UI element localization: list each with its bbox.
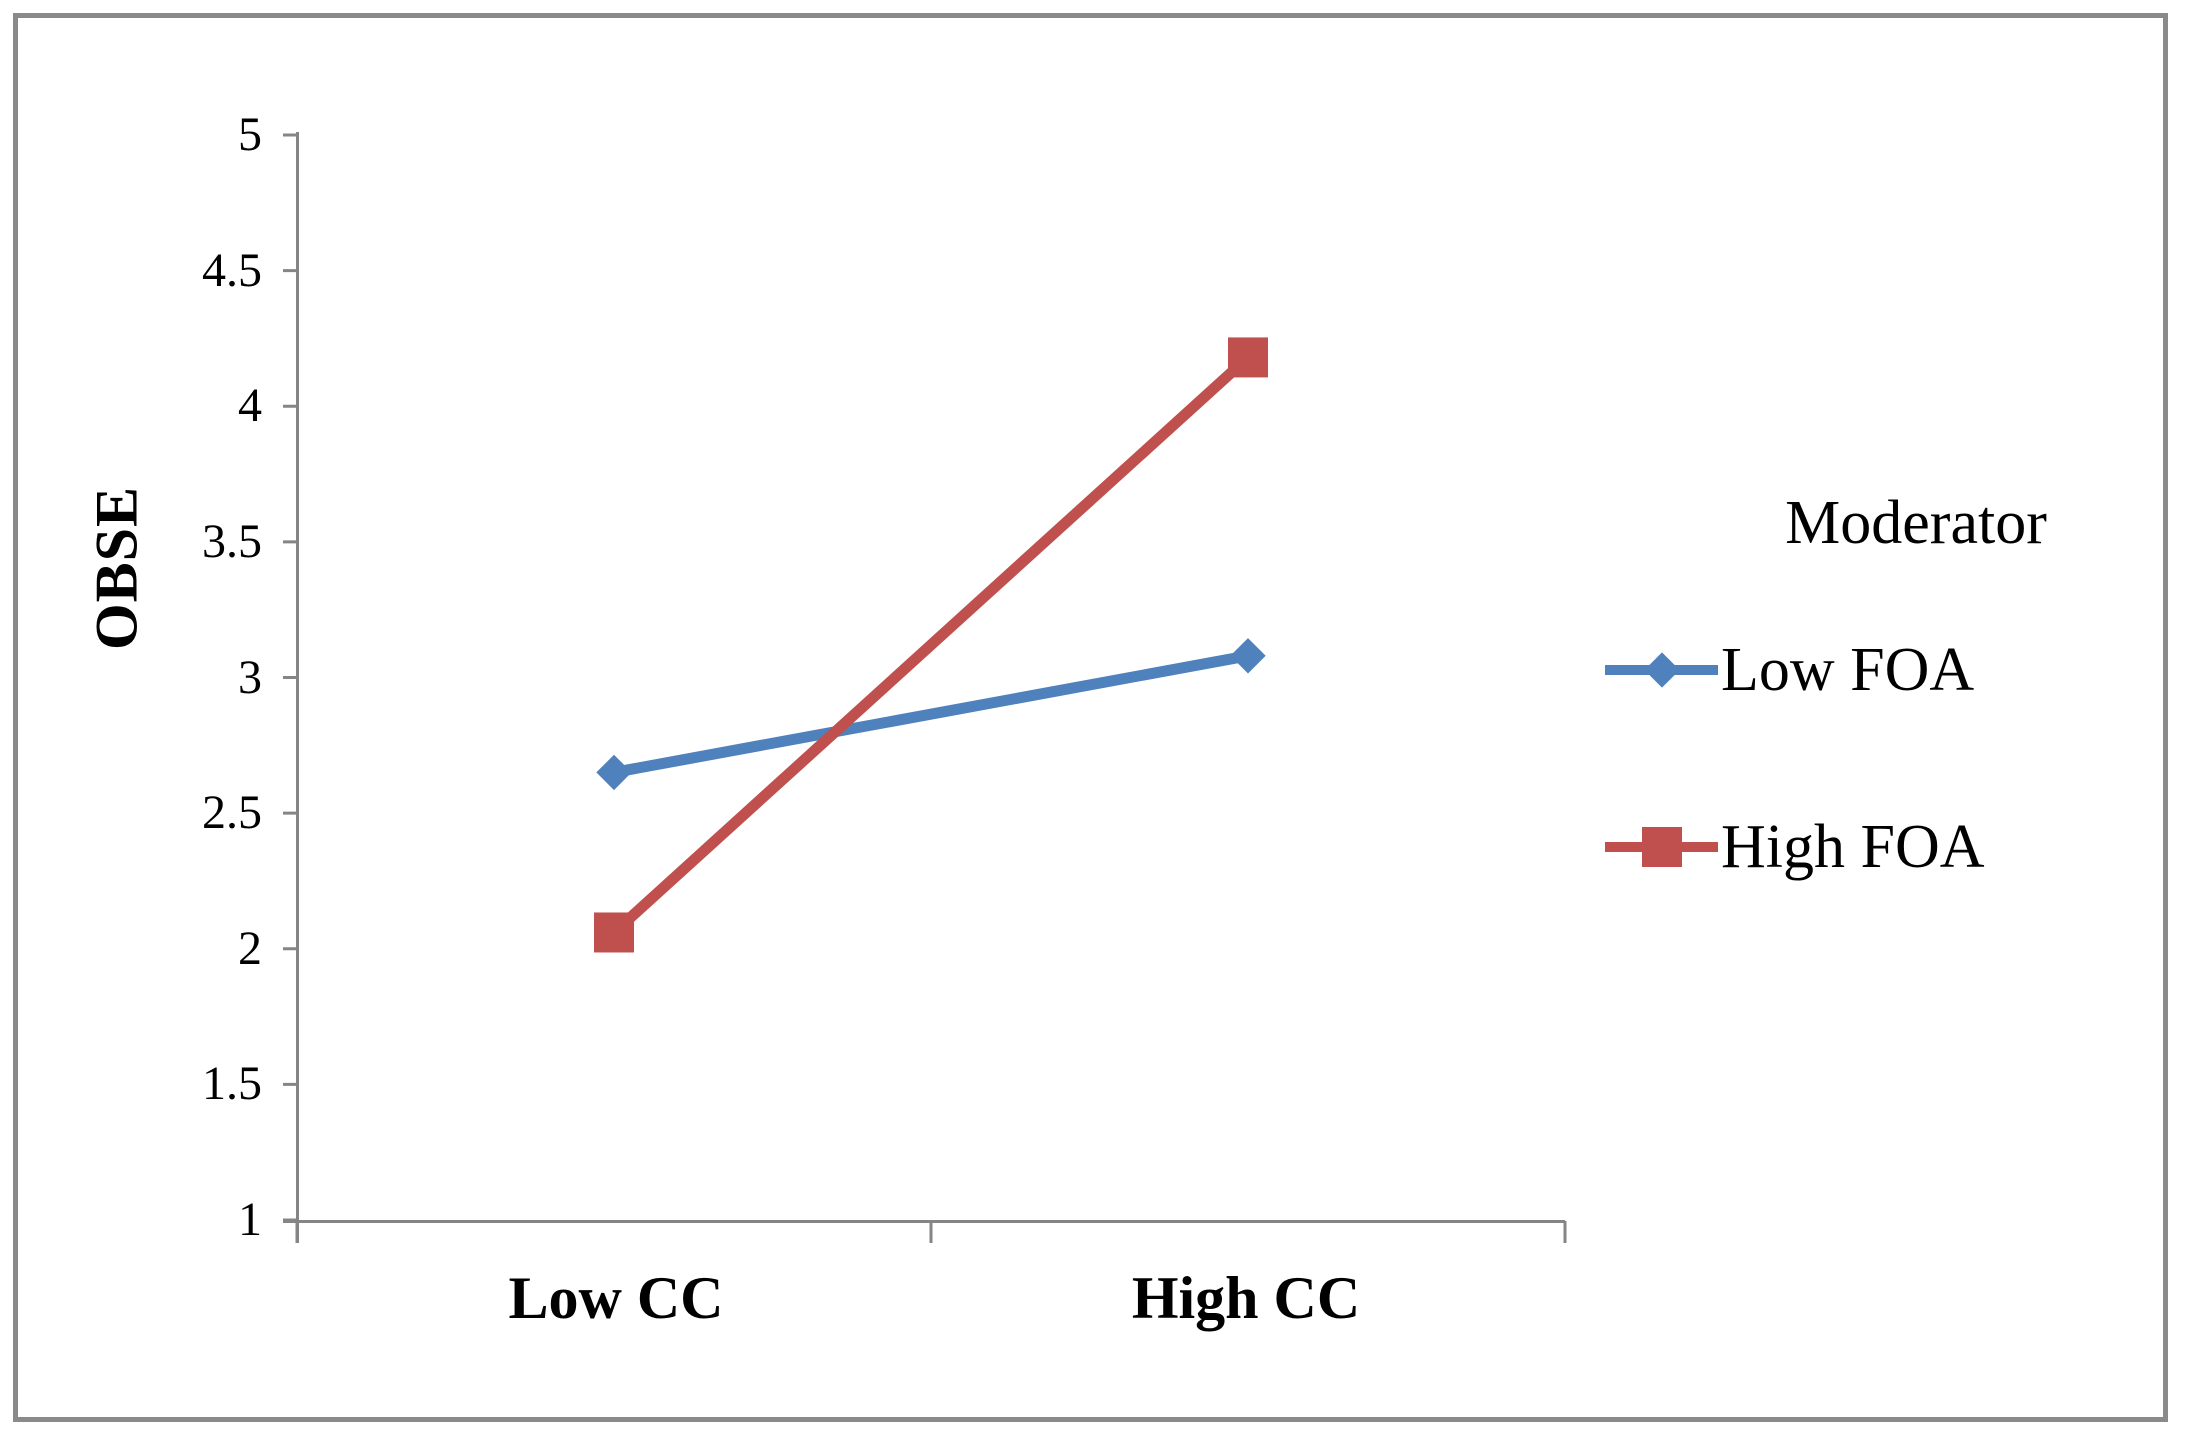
figure-border — [13, 13, 2168, 1422]
square-marker-icon — [594, 912, 634, 953]
diamond-marker-icon — [1230, 638, 1266, 674]
x-category-label-high-cc: High CC — [1131, 1265, 1361, 1331]
y-tick-label: 4.5 — [202, 243, 262, 297]
y-tick-label: 3.5 — [202, 514, 262, 568]
y-tick-labels: 5 4.5 4 3.5 3 2.5 2 1.5 1 — [0, 111, 262, 1244]
legend-swatch-line-square-icon — [1605, 801, 1718, 893]
y-tick-label: 1 — [238, 1193, 262, 1246]
y-tick-label: 2.5 — [202, 786, 262, 840]
y-tick-label: 3 — [238, 650, 262, 704]
square-marker-icon — [1228, 337, 1268, 378]
x-category-label-low-cc: Low CC — [508, 1265, 724, 1331]
legend-entry-high-foa: High FOA — [1605, 801, 1985, 893]
y-tick-label: 2 — [238, 921, 262, 975]
series-layer — [594, 337, 1268, 953]
square-marker-icon — [1641, 827, 1682, 867]
legend-entry-low-foa: Low FOA — [1605, 624, 1974, 716]
legend-label: High FOA — [1721, 813, 1985, 881]
y-tick-label: 4 — [238, 379, 262, 433]
legend-swatch-line-diamond-icon — [1605, 624, 1718, 716]
y-tick-label: 5 — [238, 108, 262, 161]
series-line-high-foa — [610, 353, 1252, 937]
axis-ticks — [283, 133, 1567, 1243]
diamond-marker-icon — [596, 754, 632, 791]
series-line-low-foa — [613, 650, 1249, 778]
y-tick-label: 1.5 — [202, 1057, 262, 1111]
diamond-marker-icon — [1643, 652, 1680, 688]
legend-label: Low FOA — [1721, 636, 1975, 704]
legend-title: Moderator — [1785, 489, 2047, 557]
